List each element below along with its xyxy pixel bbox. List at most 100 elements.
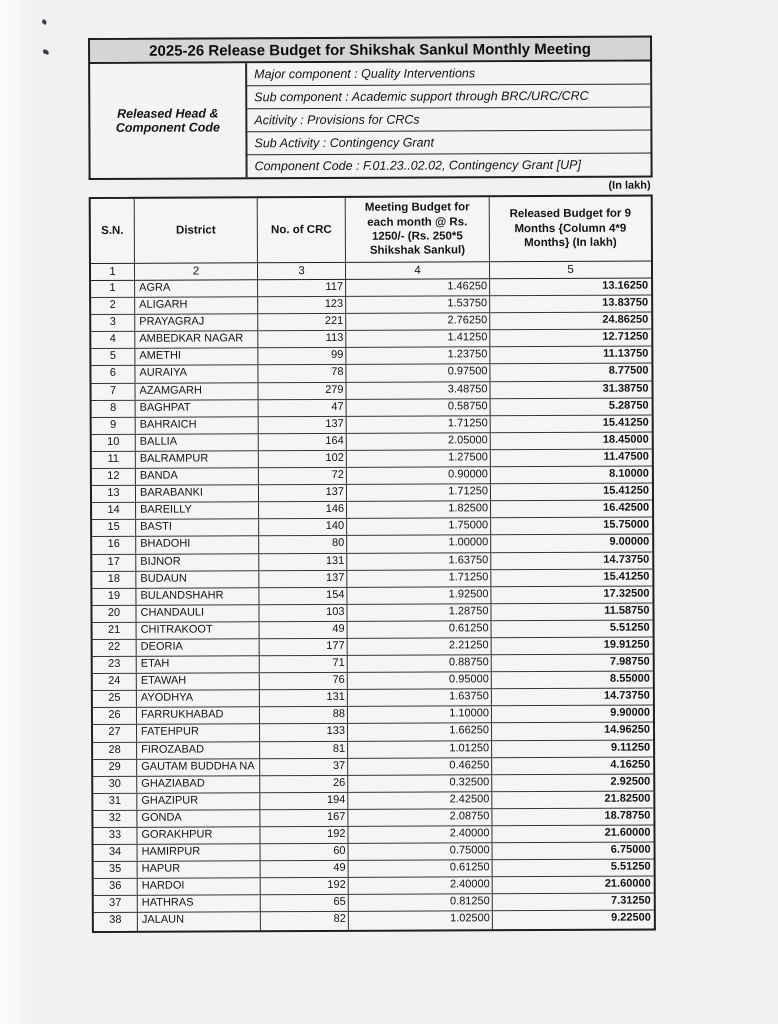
monthly-budget-cell: 1.02500 [348, 911, 493, 930]
budget-table: S.N. District No. of CRC Meeting Budget … [88, 194, 656, 933]
table-body: 1 AGRA 117 1.46250 13.16250 2 ALIGARH 123 1.5375… [91, 278, 654, 931]
sn-cell: 37 [93, 896, 138, 913]
sn-cell: 16 [92, 537, 137, 554]
monthly-budget-cell: 2.05000 [346, 433, 491, 450]
monthly-budget-cell: 1.63750 [347, 552, 492, 570]
crc-count-cell: 88 [259, 707, 348, 724]
monthly-budget-cell: 1.01250 [348, 740, 493, 758]
monthly-budget-cell: 0.58750 [346, 398, 491, 416]
monthly-budget-cell: 0.90000 [346, 467, 491, 484]
district-cell: AMETHI [135, 348, 259, 366]
header-released-budget: Released Budget for 9 Months {Column 4*9… [509, 208, 632, 250]
district-cell: CHITRAKOOT [136, 622, 260, 639]
district-cell: ETAWAH [136, 673, 260, 691]
released-budget-cell: 21.60000 [604, 826, 651, 839]
released-budget-cell: 13.16250 [602, 279, 649, 292]
column-number: 1 [90, 263, 136, 280]
released-head-box: Released Head & Component Code Major com… [88, 61, 653, 180]
released-budget-cell: 8.77500 [608, 365, 649, 378]
major-component-row: Major component : Quality Interventions [247, 61, 651, 87]
crc-count-cell: 221 [258, 314, 347, 331]
monthly-budget-cell: 0.46250 [348, 757, 493, 775]
district-cell: AMBEDKAR NAGAR [135, 331, 259, 349]
component-code-row: Component Code : F.01.23..02.02, Conting… [254, 157, 581, 174]
sn-cell: 7 [91, 383, 136, 400]
released-budget-cell: 11.58750 [604, 604, 650, 617]
released-budget-cell: 7.98750 [609, 655, 650, 668]
sn-cell: 36 [93, 879, 138, 896]
district-cell: AZAMGARH [135, 382, 259, 400]
monthly-budget-cell: 1.75000 [347, 518, 492, 536]
monthly-budget-cell: 2.40000 [348, 826, 493, 843]
monthly-budget-cell: 0.75000 [348, 843, 493, 861]
released-budget-cell: 5.51250 [610, 860, 651, 873]
monthly-budget-cell: 1.27500 [346, 450, 491, 467]
crc-count-cell: 137 [258, 484, 348, 502]
released-budget-cell: 8.10000 [609, 467, 649, 480]
crc-count-cell: 131 [259, 553, 348, 570]
released-budget-cell: 9.90000 [610, 706, 650, 720]
sn-cell: 32 [93, 810, 138, 827]
monthly-budget-cell: 2.76250 [346, 313, 491, 331]
crc-count-cell: 113 [258, 331, 347, 348]
district-cell: BUDAUN [136, 570, 260, 588]
district-cell: JALAUN [137, 912, 261, 931]
released-budget-cell: 14.73750 [603, 553, 650, 566]
sn-cell: 29 [93, 759, 138, 776]
crc-count-cell: 82 [260, 912, 349, 930]
table-row: 38 JALAUN 82 1.02500 9.22500 [93, 911, 654, 931]
district-cell: BAREILLY [136, 502, 260, 520]
monthly-budget-cell: 0.88750 [347, 655, 492, 673]
sn-cell: 2 [91, 297, 136, 315]
crc-count-cell: 102 [258, 450, 347, 468]
sn-cell: 33 [93, 827, 138, 845]
sn-cell: 17 [92, 554, 137, 571]
released-budget-cell: 19.91250 [603, 638, 650, 651]
district-cell: BANDA [135, 468, 259, 485]
district-cell: HAMIRPUR [137, 844, 261, 861]
district-cell: HATHRAS [137, 895, 261, 913]
released-budget-cell: 14.73750 [603, 689, 650, 703]
released-budget-cell: 6.75000 [610, 843, 651, 856]
district-cell: BHADOHI [136, 536, 260, 554]
crc-count-cell: 26 [260, 775, 349, 793]
monthly-budget-cell: 0.95000 [347, 672, 492, 690]
crc-count-cell: 49 [260, 861, 349, 878]
district-cell: FARRUKHABAD [136, 707, 260, 725]
sn-cell: 26 [92, 708, 137, 725]
monthly-budget-cell: 1.00000 [347, 535, 492, 553]
released-budget-cell: 24.86250 [602, 313, 649, 326]
monthly-budget-cell: 1.10000 [347, 706, 492, 724]
monthly-budget-cell: 2.08750 [348, 809, 493, 826]
sn-cell: 19 [92, 588, 137, 605]
crc-count-cell: 177 [259, 638, 348, 656]
district-cell: GHAZIABAD [137, 775, 261, 793]
released-budget-cell: 16.42500 [603, 501, 650, 514]
released-budget-cell: 5.51250 [609, 621, 650, 634]
district-cell: GONDA [137, 810, 261, 827]
released-budget-cell: 18.78750 [604, 809, 651, 822]
monthly-budget-cell: 0.61250 [347, 621, 492, 638]
sn-cell: 9 [91, 417, 136, 434]
released-budget-cell: 9.22500 [611, 912, 651, 925]
released-budget-cell: 21.82500 [604, 792, 651, 805]
sn-cell: 6 [91, 366, 136, 383]
crc-count-cell: 76 [259, 673, 348, 690]
released-budget-cell: 17.32500 [603, 587, 650, 600]
scanned-document: 2025-26 Release Budget for Shikshak Sank… [88, 35, 656, 933]
district-cell: CHANDAULI [136, 605, 260, 622]
monthly-budget-cell: 1.71250 [346, 484, 492, 502]
sn-cell: 3 [91, 314, 136, 332]
sn-cell: 10 [91, 434, 136, 451]
released-budget-cell: 7.31250 [610, 894, 651, 908]
monthly-budget-cell: 1.71250 [347, 569, 492, 587]
sn-cell: 34 [93, 844, 138, 862]
district-cell: BAGHPAT [135, 399, 259, 417]
district-cell: FIROZABAD [137, 741, 261, 759]
district-cell: BALLIA [135, 434, 259, 451]
released-budget-cell: 15.75000 [603, 518, 650, 532]
sn-cell: 15 [92, 520, 137, 537]
sn-cell: 24 [92, 673, 137, 691]
crc-count-cell: 80 [259, 536, 348, 553]
district-cell: GAUTAM BUDDHA NA [137, 758, 261, 776]
